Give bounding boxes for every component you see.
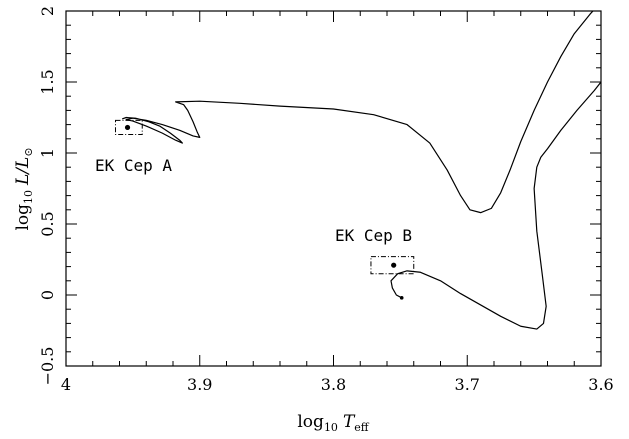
y-axis-title-log: log xyxy=(13,204,33,231)
x-axis-title: log10 Teff xyxy=(297,412,369,434)
evolution-tracks xyxy=(121,11,601,330)
x-tick-label: 3.6 xyxy=(588,375,613,394)
annotation-ek-cep-b: EK Cep B xyxy=(335,226,412,245)
x-tick-label: 4 xyxy=(61,375,71,394)
y-tick-label: 0.5 xyxy=(38,211,57,236)
y-axis-title-variable: L/L xyxy=(13,157,33,186)
annotation-ek-cep-a: EK Cep A xyxy=(95,156,172,175)
y-tick-label: 1.5 xyxy=(38,69,57,94)
x-tick-label: 3.7 xyxy=(455,375,480,394)
x-tick-label: 3.8 xyxy=(321,375,346,394)
error-box-a xyxy=(114,119,143,136)
x-axis-title-variable-sub: eff xyxy=(354,421,370,434)
x-tick-label: 3.9 xyxy=(187,375,212,394)
track-line-b xyxy=(390,81,601,330)
x-axis-title-variable: T xyxy=(343,412,356,432)
observed-point-b xyxy=(391,262,397,268)
x-axis-title-log-base: 10 xyxy=(324,421,338,434)
x-axis-title-log: log xyxy=(297,412,324,432)
plot-frame xyxy=(65,10,602,367)
observed-point-a xyxy=(124,124,131,131)
track-b-start-point xyxy=(399,296,404,300)
observations xyxy=(114,119,415,300)
y-axis-title-log-base: 10 xyxy=(22,190,35,204)
y-axis-title-variable-sub: ⊙ xyxy=(22,147,35,156)
plot-area xyxy=(65,10,602,367)
axis-ticks: 4 3.9 3.8 3.7 3.6 −0.5 0 0.5 1 1.5 2 xyxy=(38,6,614,394)
y-tick-label: 0 xyxy=(38,290,57,300)
error-box-b xyxy=(370,256,415,275)
y-axis-title: log10 L/L⊙ xyxy=(13,147,35,230)
track-line-a xyxy=(121,11,594,214)
y-tick-label: −0.5 xyxy=(38,347,57,386)
y-tick-label: 1 xyxy=(38,148,57,158)
y-tick-label: 2 xyxy=(38,6,57,16)
